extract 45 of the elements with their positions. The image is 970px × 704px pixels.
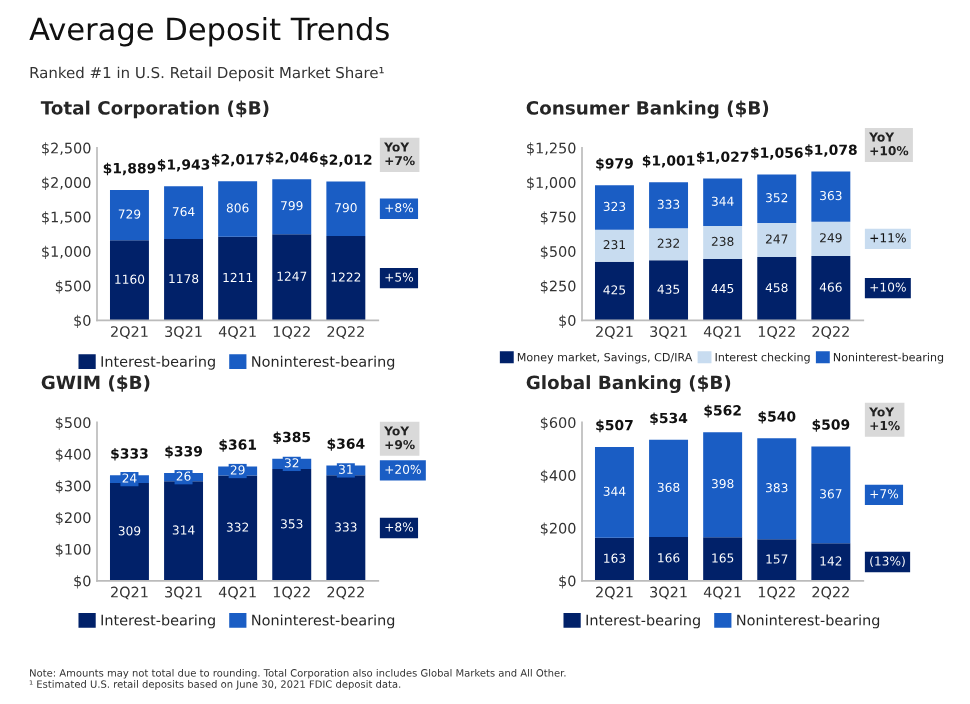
bar — [811, 171, 851, 222]
bar — [594, 185, 634, 230]
chart-title: Consumer Banking ($B) — [526, 100, 769, 119]
bar — [218, 181, 258, 237]
bar — [109, 482, 149, 581]
bar — [703, 178, 743, 227]
chart-title: Total Corporation ($B) — [40, 100, 269, 119]
bar — [164, 481, 204, 581]
bar — [703, 258, 743, 321]
bar — [811, 221, 851, 257]
bar — [272, 234, 312, 321]
bar — [649, 182, 689, 229]
bar — [649, 536, 689, 581]
bar — [109, 189, 149, 241]
bar — [757, 539, 797, 581]
text: Average Deposit Trends — [29, 16, 389, 47]
bar — [757, 174, 797, 224]
bar — [649, 260, 689, 321]
bar — [757, 223, 797, 258]
bar — [811, 446, 851, 544]
bar — [649, 228, 689, 261]
bar — [594, 446, 634, 538]
bar — [326, 475, 366, 581]
chart-title: Global Banking ($B) — [526, 375, 731, 394]
bar — [164, 186, 204, 240]
bar — [757, 257, 797, 321]
bar — [109, 240, 149, 321]
bar — [703, 226, 743, 259]
bar — [326, 236, 366, 321]
bar — [272, 468, 312, 581]
bar — [594, 229, 634, 262]
bar — [594, 537, 634, 581]
bar — [218, 236, 258, 321]
bar — [703, 537, 743, 581]
bar — [164, 239, 204, 321]
bar — [757, 438, 797, 540]
bar — [218, 475, 258, 581]
bar — [326, 181, 366, 237]
bar — [811, 256, 851, 321]
bar — [811, 543, 851, 581]
bar — [272, 179, 312, 235]
bar — [703, 432, 743, 538]
bar — [594, 261, 634, 321]
bar — [649, 439, 689, 537]
chart-title: GWIM ($B) — [41, 375, 150, 392]
